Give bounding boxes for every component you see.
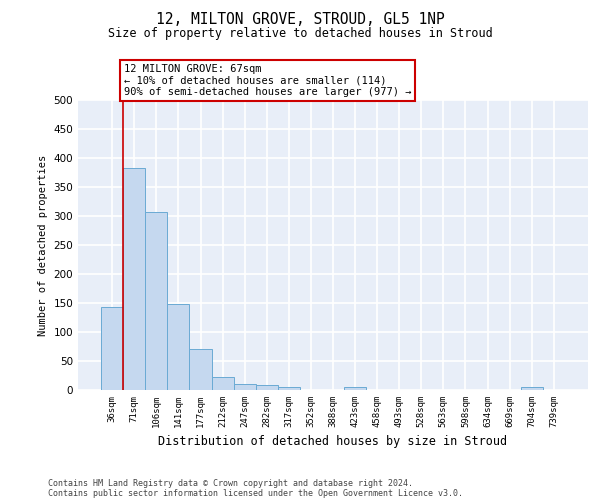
Bar (145, 212, 167, 390)
Text: 12, MILTON GROVE, STROUD, GL5 1NP: 12, MILTON GROVE, STROUD, GL5 1NP (155, 12, 445, 28)
Bar (167, 304, 190, 390)
Text: Contains public sector information licensed under the Open Government Licence v3: Contains public sector information licen… (48, 488, 463, 498)
Bar (101, 307, 123, 390)
Bar (190, 350, 212, 390)
Bar (256, 385, 278, 390)
Text: Size of property relative to detached houses in Stroud: Size of property relative to detached ho… (107, 28, 493, 40)
Y-axis label: Number of detached properties: Number of detached properties (38, 154, 48, 336)
Bar (278, 387, 300, 390)
Bar (344, 387, 366, 390)
Bar (233, 384, 256, 390)
X-axis label: Distribution of detached houses by size in Stroud: Distribution of detached houses by size … (158, 436, 508, 448)
Bar (123, 168, 145, 390)
Bar (521, 387, 543, 390)
Bar (212, 377, 233, 390)
Text: Contains HM Land Registry data © Crown copyright and database right 2024.: Contains HM Land Registry data © Crown c… (48, 478, 413, 488)
Text: 12 MILTON GROVE: 67sqm
← 10% of detached houses are smaller (114)
90% of semi-de: 12 MILTON GROVE: 67sqm ← 10% of detached… (124, 64, 411, 97)
